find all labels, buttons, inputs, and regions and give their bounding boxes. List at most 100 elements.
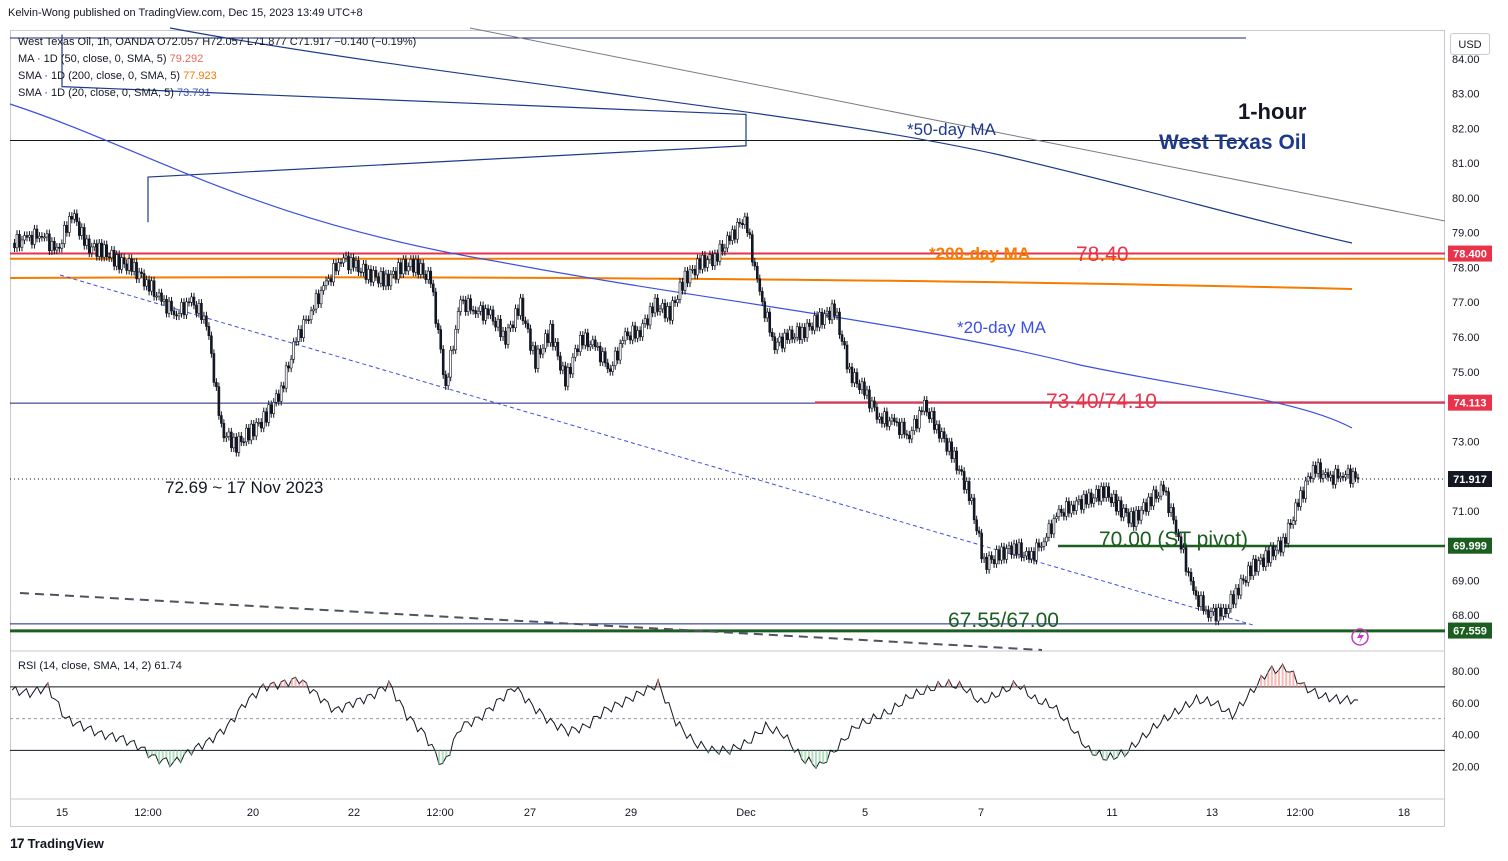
candle-body [262,411,266,429]
candle-body [147,279,151,292]
candle-body [50,241,54,252]
candle-body [957,469,961,471]
candle-body [601,351,605,363]
candle-body [364,263,368,280]
candle-body [947,441,951,452]
candle-body [1032,551,1036,561]
candle-body [738,221,742,224]
candle-body [1326,472,1330,478]
candle-body [80,227,84,236]
candle-body [843,341,846,346]
candle-body [780,336,784,349]
candle-body [1261,557,1265,568]
candle-body [920,410,924,412]
candle-body [312,308,315,312]
candle-body [581,335,585,346]
legend-ma50-value: 79.292 [169,53,204,65]
candle-body [616,350,620,361]
candle-body [633,325,637,339]
candle-body [942,431,946,439]
candle-body [38,236,41,239]
footer-brand[interactable]: 17 TradingView [10,835,104,851]
candle-body [15,234,19,249]
candle-body [367,269,370,280]
price-tick-label: 81.00 [1452,158,1480,170]
candle-body [489,309,492,316]
candle-body [613,350,617,366]
ma50-curve [169,27,1353,244]
candle-body [990,555,993,560]
candle-body [200,303,203,320]
candle-body [491,309,495,322]
time-tick-label: 5 [862,807,868,819]
candle-body [1174,519,1178,534]
candle-body [910,430,914,440]
candle-body [1075,500,1078,511]
candle-body [1224,607,1228,614]
candle-body [1197,595,1200,607]
candle-body [524,320,527,324]
candle-body [1030,551,1033,560]
candle-body [688,269,692,284]
candle-body [970,497,973,501]
candle-body [1092,497,1096,504]
candle-body [810,326,814,331]
price-labels: 78.400 74.113 71.917 69.999 67.559 [1448,245,1492,639]
candle-body [504,330,507,345]
rsi-axis: 20.00 40.00 60.00 80.00 [1452,666,1480,773]
candle-body [1124,507,1128,513]
legend-ma50[interactable]: MA · 1D (50, close, 0, SMA, 5) 79.292 [18,53,203,65]
candle-body [307,319,310,321]
candle-body [823,313,826,325]
candle-body [658,308,662,312]
candle-body [175,314,178,317]
candle-body [1304,480,1307,499]
time-tick-label: 18 [1398,807,1410,819]
tradingview-logo-icon: 17 [10,835,25,851]
candle-body [1356,477,1360,480]
candle-body [1065,501,1068,517]
candle-body [235,436,238,453]
candle-body [137,271,141,280]
legend-sma200[interactable]: SMA · 1D (200, close, 0, SMA, 5) 77.923 [18,70,217,82]
legend-sma20[interactable]: SMA · 1D (20, close, 0, SMA, 5) 73.791 [18,87,211,99]
candle-body [1102,486,1106,498]
candle-body [972,497,976,521]
candle-body [918,410,921,429]
price-label-text: 67.559 [1453,626,1487,638]
candle-body [294,341,298,343]
candle-body [1087,492,1091,505]
candle-body [828,310,831,321]
candle-body [412,258,415,273]
legend-sma200-value: 77.923 [183,70,217,82]
candle-body [127,258,131,271]
candle-body [1112,493,1116,504]
currency-button[interactable]: USD [1450,33,1490,55]
candle-body [636,330,639,339]
candle-body [955,450,958,471]
candle-body [1082,494,1086,510]
candle-body [314,293,318,310]
candle-body [516,308,520,316]
candle-body [349,257,353,271]
candle-body [120,257,123,270]
annotation-level-7840: 78.40 [1076,243,1129,266]
candle-body [731,229,734,241]
legend-rsi[interactable]: RSI (14, close, SMA, 14, 2) 61.74 [18,660,182,672]
candle-body [409,258,413,267]
candle-body [1242,578,1245,581]
candle-body [965,481,968,490]
candle-body [583,332,587,346]
candle-body [479,305,482,312]
candle-body [621,340,624,344]
candle-body [606,362,610,370]
candle-body [1306,476,1310,482]
candle-body [888,420,891,427]
candle-body [192,296,196,306]
candle-body [1301,490,1305,499]
candle-body [324,280,328,286]
candle-body [155,295,158,298]
candle-body [723,247,727,252]
candle-body [850,366,854,384]
